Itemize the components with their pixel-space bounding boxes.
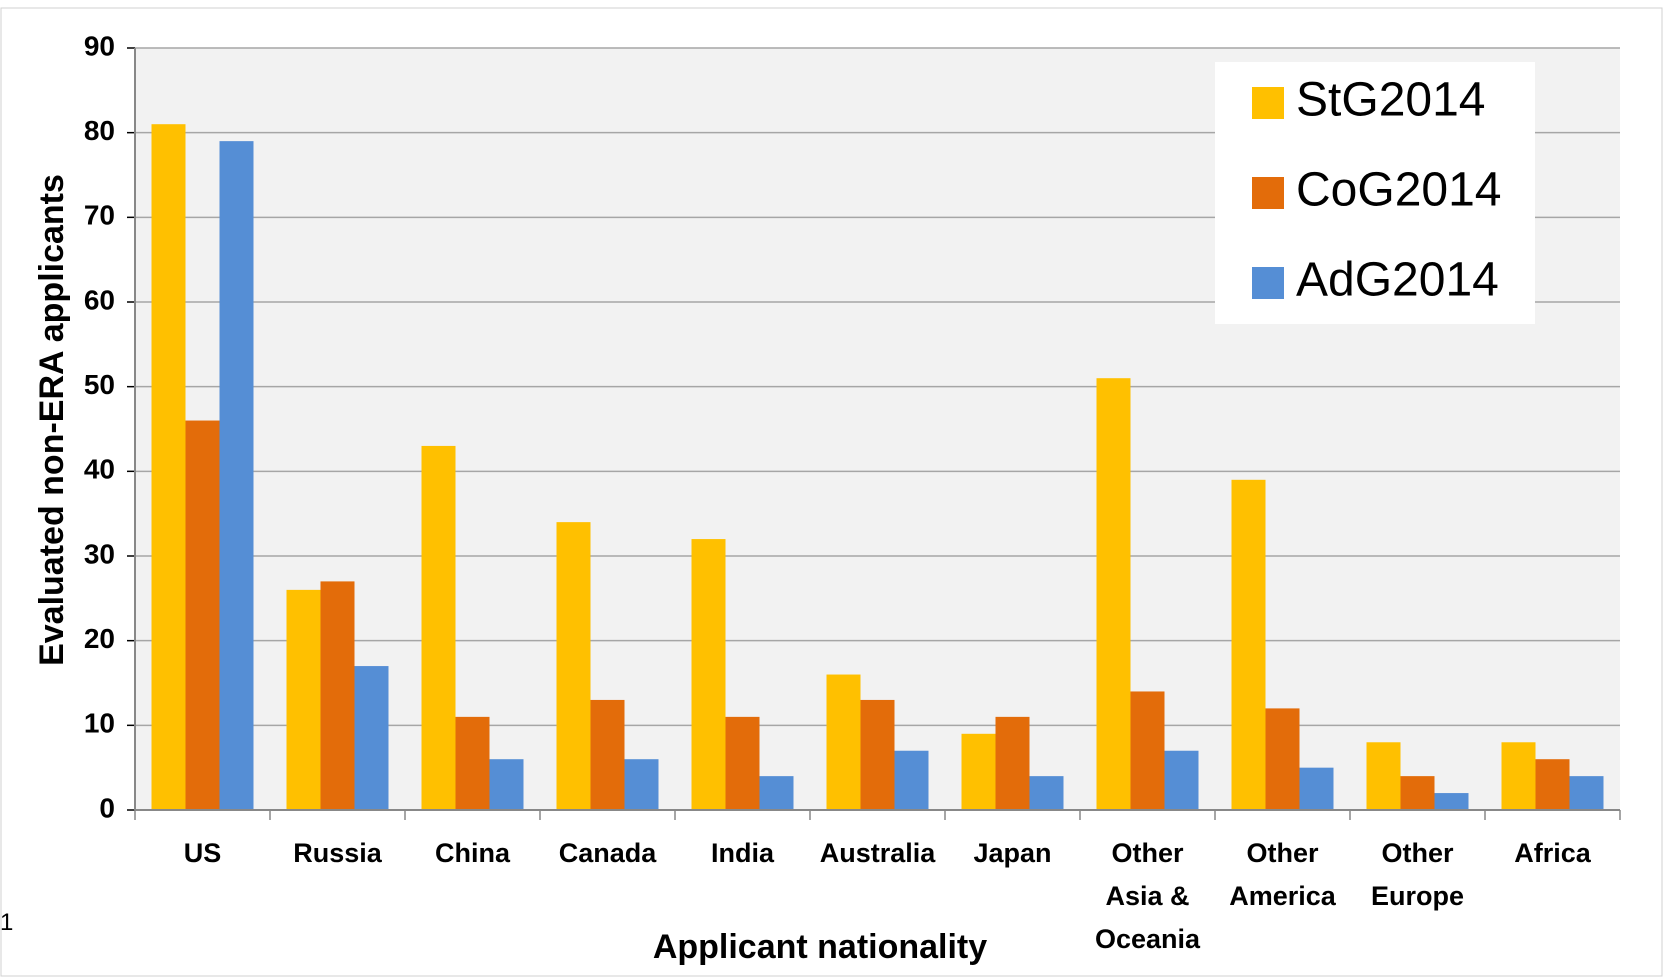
bar-stg2014-5 [826,674,861,810]
bar-adg2014-2 [489,759,524,810]
x-tick-label: China [435,838,511,868]
legend-label: AdG2014 [1296,254,1499,307]
bar-adg2014-6 [1029,776,1064,810]
x-tick-label: Other [1111,838,1184,868]
x-tick-label: Other [1381,838,1454,868]
x-tick-labels: US Russia China Canada India Australia Japan Ot… [184,838,1592,954]
x-tick-label: Japan [973,838,1051,868]
bar-stg2014-6 [961,733,996,810]
bar-cog2014-8 [1265,708,1300,810]
y-tick-label: 50 [84,369,115,400]
stray-mark: 1 [0,909,13,936]
bar-stg2014-1 [286,589,321,810]
y-tick-label: 40 [84,454,115,485]
bar-adg2014-1 [354,666,389,810]
x-tick-label: Oceania [1095,924,1201,954]
y-axis-title: Evaluated non-ERA applicants [33,174,71,666]
y-tick-label: 30 [84,538,115,569]
bar-adg2014-7 [1164,750,1199,810]
y-tick-labels: 0 10 20 30 40 50 60 70 80 90 [84,30,135,823]
x-tick-label: America [1229,881,1337,911]
bar-stg2014-7 [1096,378,1131,810]
x-tick-label: Australia [820,838,937,868]
x-tick-label: Africa [1514,838,1592,868]
y-tick-label: 10 [84,708,115,739]
bar-adg2014-5 [894,750,929,810]
bar-stg2014-9 [1366,742,1401,810]
bar-adg2014-3 [624,759,659,810]
bar-stg2014-0 [151,124,186,810]
bar-groups [151,124,1604,811]
bar-cog2014-1 [320,581,355,810]
bar-adg2014-0 [219,141,254,811]
bar-cog2014-7 [1130,691,1165,810]
legend-label: CoG2014 [1296,164,1501,217]
y-tick-label: 0 [99,792,115,823]
bar-stg2014-3 [556,522,591,810]
bar-stg2014-10 [1501,742,1536,810]
x-axis-title: Applicant nationality [653,928,987,966]
y-tick-label: 80 [84,115,115,146]
legend-label: StG2014 [1296,74,1485,127]
bar-cog2014-9 [1400,776,1435,810]
y-tick-label: 20 [84,623,115,654]
bar-adg2014-8 [1299,767,1334,810]
gridlines [135,47,1620,811]
bar-cog2014-3 [590,699,625,810]
x-tick-label: Other [1246,838,1319,868]
bar-stg2014-8 [1231,479,1266,810]
y-tick-label: 90 [84,30,115,61]
bar-cog2014-4 [725,716,760,810]
x-tick-label: Asia & [1105,881,1189,911]
x-tick-label: Russia [293,838,383,868]
bar-adg2014-4 [759,776,794,810]
bar-cog2014-0 [185,420,220,810]
legend-swatch-cog2014 [1252,177,1284,209]
legend-swatch-stg2014 [1252,87,1284,119]
x-tick-label: India [711,838,775,868]
y-tick-label: 70 [84,200,115,231]
x-axis [134,48,1621,820]
bar-adg2014-10 [1569,776,1604,810]
bar-adg2014-9 [1434,793,1469,810]
x-tick-label: Canada [559,838,658,868]
bar-stg2014-4 [691,539,726,810]
bar-cog2014-5 [860,699,895,810]
bar-stg2014-2 [421,445,456,810]
x-tick-label: US [184,838,222,868]
y-tick-label: 60 [84,284,115,315]
x-tick-label: Europe [1371,881,1464,911]
bar-cog2014-6 [995,716,1030,810]
bar-cog2014-2 [455,716,490,810]
legend: StG2014 CoG2014 AdG2014 [1215,62,1535,324]
bar-cog2014-10 [1535,759,1570,810]
legend-swatch-adg2014 [1252,267,1284,299]
